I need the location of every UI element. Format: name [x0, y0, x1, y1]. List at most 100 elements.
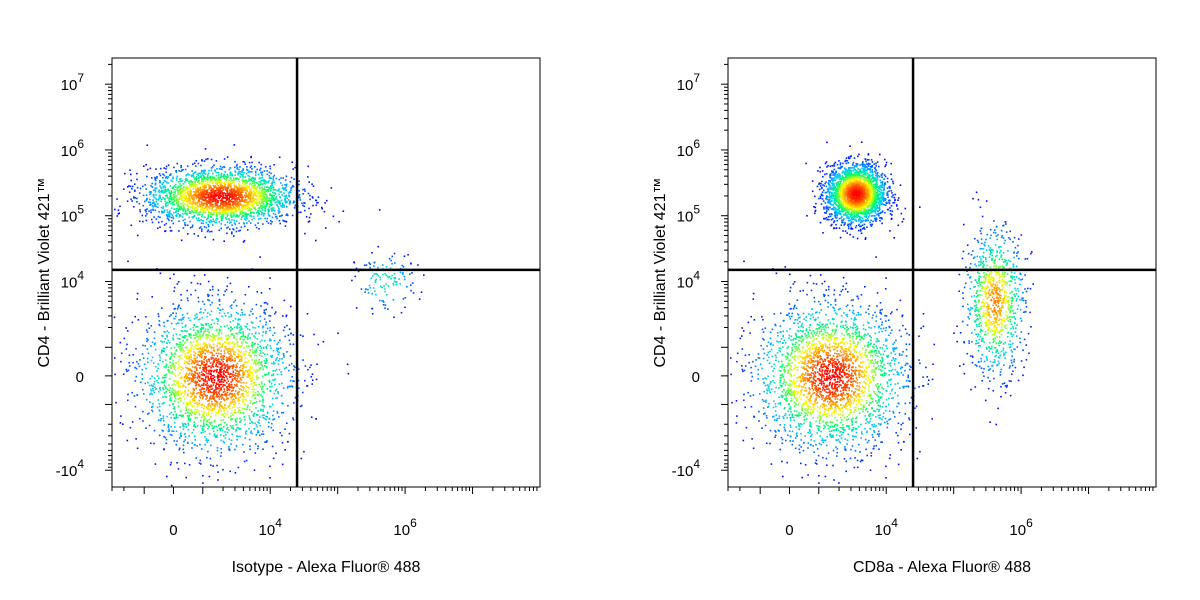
event-dot [253, 180, 255, 183]
event-dot [229, 186, 232, 188]
event-dot [116, 198, 118, 200]
event-dot [218, 423, 221, 426]
event-dot [213, 419, 216, 422]
event-dot [247, 197, 250, 199]
event-dot [234, 191, 237, 193]
event-dot [210, 403, 213, 405]
event-dot [250, 179, 252, 182]
event-dot [147, 381, 149, 384]
event-dot [183, 336, 185, 339]
event-dot [207, 334, 210, 337]
event-dot [195, 387, 197, 390]
event-dot [165, 363, 168, 366]
event-dot [243, 373, 246, 376]
event-dot [258, 354, 261, 356]
event-dot [274, 370, 276, 372]
event-dot [233, 185, 236, 187]
event-dot [252, 211, 254, 214]
event-dot [172, 216, 174, 218]
event-dot [315, 239, 317, 242]
event-dot [188, 402, 190, 404]
event-dot [242, 241, 245, 243]
event-dot [309, 198, 311, 201]
event-dot [233, 235, 235, 237]
event-dot [131, 185, 134, 188]
event-dot [210, 395, 212, 397]
event-dot [203, 160, 206, 162]
event-dot [181, 202, 184, 205]
event-dot [246, 404, 249, 407]
event-dot [227, 385, 229, 388]
event-dot [177, 337, 179, 340]
event-dot [214, 202, 217, 205]
event-dot [250, 380, 252, 382]
event-dot [276, 347, 278, 350]
event-dot [242, 352, 245, 355]
event-dot [204, 236, 207, 239]
event-dot [191, 393, 194, 395]
event-dot [234, 346, 236, 349]
event-dot [175, 207, 178, 210]
event-dot [166, 190, 168, 192]
event-dot [183, 335, 186, 337]
event-dot [284, 198, 286, 201]
event-dot [159, 386, 161, 389]
event-dot [235, 186, 237, 188]
event-dot [375, 293, 377, 296]
event-dot [266, 353, 269, 356]
event-dot [222, 468, 224, 471]
event-dot [131, 200, 133, 202]
event-dot [179, 334, 181, 336]
event-dot [162, 388, 165, 391]
event-dot [206, 406, 208, 409]
event-dot [216, 361, 218, 364]
event-dot [235, 356, 238, 358]
event-dot [217, 211, 219, 214]
event-dot [157, 377, 160, 379]
event-dot [227, 405, 230, 407]
event-dot [120, 360, 122, 363]
event-dot [207, 312, 209, 314]
event-dot [321, 206, 323, 209]
event-dot [257, 343, 259, 346]
event-dot [298, 180, 300, 182]
event-dot [196, 356, 198, 359]
event-dot [289, 379, 292, 382]
event-dot [174, 183, 177, 186]
event-dot [235, 215, 237, 218]
event-dot [226, 177, 228, 180]
event-dot [245, 214, 248, 216]
event-dot [259, 217, 262, 220]
event-dot [240, 355, 243, 358]
event-dot [185, 406, 187, 408]
event-dot [250, 214, 252, 217]
event-dot [195, 457, 198, 459]
event-dot [205, 398, 207, 401]
event-dot [228, 373, 231, 376]
event-dot [189, 200, 192, 202]
event-dot [167, 204, 169, 207]
event-dot [183, 425, 185, 428]
event-dot [244, 163, 247, 165]
event-dot [257, 431, 260, 433]
event-dot [228, 367, 231, 370]
event-dot [234, 202, 236, 205]
event-dot [279, 347, 282, 349]
event-dot [178, 186, 180, 188]
event-dot [205, 389, 208, 391]
event-dot [228, 375, 231, 378]
event-dot [172, 303, 175, 305]
event-dot [173, 396, 176, 398]
event-dot [206, 315, 208, 318]
event-dot [201, 205, 204, 207]
event-dot [292, 185, 295, 188]
event-dot [237, 406, 239, 409]
event-dot [293, 402, 295, 404]
event-dot [211, 424, 213, 427]
event-dot [259, 367, 262, 370]
event-dot [203, 196, 206, 199]
event-dot [189, 377, 192, 380]
event-dot [286, 351, 288, 353]
event-dot [248, 415, 251, 417]
event-dot [223, 355, 225, 357]
